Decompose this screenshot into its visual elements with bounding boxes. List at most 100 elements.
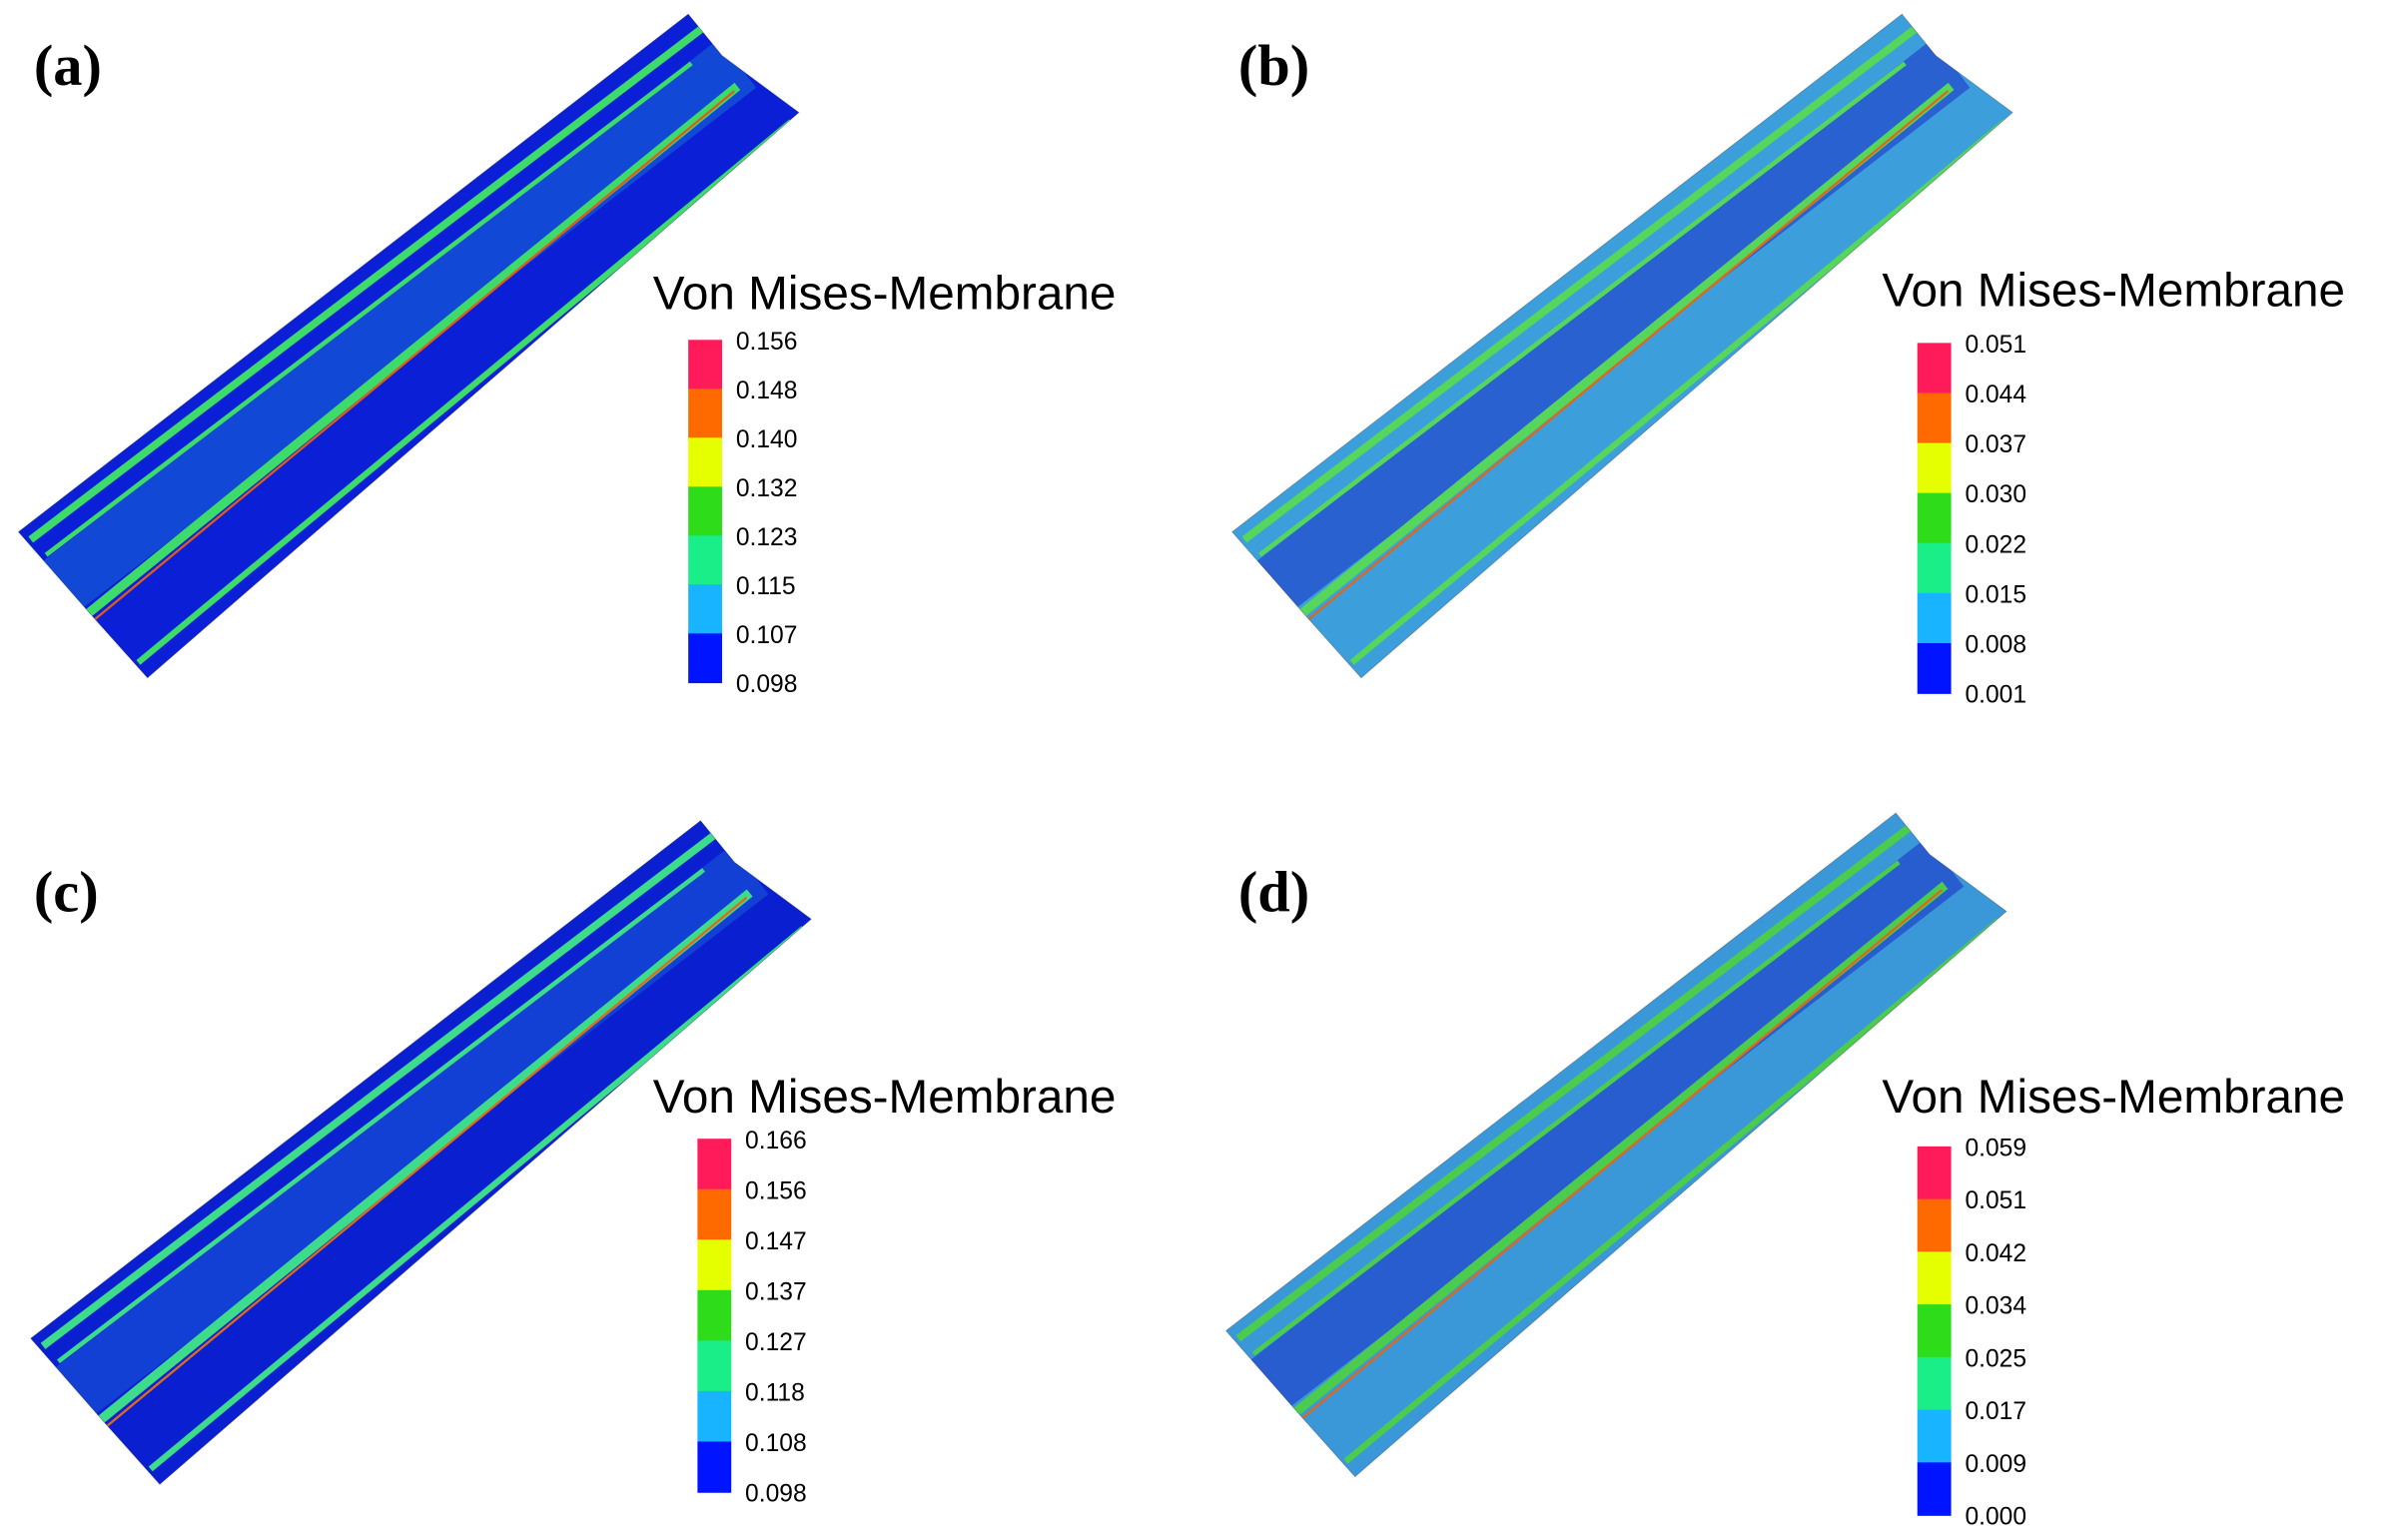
- colorbar-tick-label: 0.107: [736, 622, 798, 649]
- colorbar-tick-label: 0.034: [1965, 1293, 2026, 1320]
- surface-stripe: [1294, 82, 1955, 620]
- colorbar-tick-label: 0.059: [1965, 1135, 2026, 1161]
- surface-band: [55, 845, 769, 1417]
- colorbar-segment: [1917, 1462, 1952, 1516]
- colorbar-tick-label: 0.127: [745, 1329, 807, 1356]
- surface-stripe: [1257, 61, 1907, 557]
- surface-stripe: [28, 21, 709, 543]
- colorbar-tick-label: 0.148: [736, 378, 798, 404]
- colorbar-segment: [1917, 1251, 1952, 1305]
- surface-stripe: [1349, 119, 2007, 665]
- colorbar-tick-label: 0.156: [736, 329, 798, 356]
- legend-title: Von Mises-Membrane: [653, 268, 1117, 321]
- colorbar-segment: [1917, 592, 1952, 644]
- colorbar-tick-label: 0.015: [1965, 581, 2026, 608]
- surface-stripe: [1235, 820, 1918, 1342]
- colorbar-segment: [688, 388, 722, 439]
- surface-stripe: [44, 61, 693, 557]
- colorbar-segment: [697, 1340, 732, 1392]
- legend-title: Von Mises-Membrane: [1882, 264, 2345, 317]
- colorbar-tick-label: 0.042: [1965, 1240, 2026, 1267]
- colorbar-segment: [688, 437, 722, 488]
- colorbar-tick-label: 0.044: [1965, 382, 2026, 408]
- surface-hot: [1301, 90, 1950, 625]
- surface-stripe: [1241, 21, 1924, 543]
- surface-pattern: [1235, 820, 2001, 1464]
- surface-stripe: [40, 828, 722, 1349]
- colorbar-tick-label: 0.051: [1965, 332, 2026, 359]
- colorbar-tick-label: 0.156: [745, 1177, 807, 1204]
- surface-stripe: [57, 868, 705, 1364]
- colorbar-tick-label: 0.123: [736, 524, 798, 551]
- colorbar-segment: [1917, 442, 1952, 494]
- colorbar-tick-label: 0.098: [745, 1481, 807, 1508]
- colorbar-tick-label: 0.008: [1965, 632, 2026, 659]
- surface-hot: [88, 90, 736, 625]
- colorbar-segment: [697, 1390, 732, 1443]
- colorbar-tick-label: 0.098: [736, 671, 798, 698]
- surface-pattern: [28, 21, 794, 665]
- colorbar-segment: [1917, 492, 1952, 544]
- colorbar-tick-label: 0.025: [1965, 1345, 2026, 1372]
- colorbar-tick-label: 0.001: [1965, 682, 2026, 709]
- surface-stripe: [1251, 860, 1901, 1356]
- surface-stripe: [148, 926, 806, 1472]
- colorbar-tick-label: 0.132: [736, 475, 798, 502]
- colorbar-segment: [697, 1441, 732, 1493]
- colorbar-segment: [697, 1188, 732, 1241]
- colorbar-segment: [1917, 1146, 1952, 1200]
- colorbar-tick-label: 0.137: [745, 1278, 807, 1305]
- colorbar-tick-label: 0.030: [1965, 481, 2026, 508]
- colorbar-segment: [1917, 1356, 1952, 1411]
- panel-label: (c): [34, 860, 99, 925]
- colorbar-segment: [697, 1139, 732, 1190]
- surface-outline: [17, 13, 800, 679]
- panel-label: (b): [1238, 33, 1309, 98]
- colorbar-tick-label: 0.115: [736, 573, 796, 600]
- surface-band: [1249, 837, 1965, 1409]
- surface-outline: [1231, 13, 2013, 679]
- colorbar-segment: [688, 340, 722, 390]
- colorbar-segment: [688, 633, 722, 684]
- surface-outline: [1224, 812, 2007, 1478]
- colorbar-segment: [1917, 1198, 1952, 1253]
- colorbar-segment: [1917, 392, 1952, 444]
- colorbar-tick-label: 0.037: [1965, 431, 2026, 458]
- colorbar-segment: [697, 1289, 732, 1342]
- colorbar-segment: [1917, 343, 1952, 394]
- panel: [1231, 13, 2013, 679]
- colorbar-tick-label: 0.000: [1965, 1504, 2026, 1531]
- surface-stripe: [1343, 918, 2001, 1464]
- colorbar-tick-label: 0.017: [1965, 1398, 2026, 1425]
- panel-label: (a): [34, 33, 102, 98]
- surface-hot: [100, 896, 748, 1432]
- colorbar-tick-label: 0.166: [745, 1128, 807, 1155]
- surface-pattern: [1241, 21, 2007, 665]
- colorbar-segment: [1917, 1304, 1952, 1358]
- surface-stripe: [81, 82, 741, 620]
- colorbar-segment: [1917, 542, 1952, 594]
- surface-pattern: [40, 828, 806, 1472]
- surface-band: [1255, 39, 1971, 610]
- panel: [1224, 812, 2007, 1478]
- legend-title: Von Mises-Membrane: [1882, 1071, 2345, 1124]
- colorbar-tick-label: 0.051: [1965, 1187, 2026, 1214]
- panel: [17, 13, 800, 679]
- colorbar-tick-label: 0.140: [736, 426, 798, 453]
- surface-stripe: [136, 119, 794, 665]
- surface-outline: [30, 820, 812, 1485]
- colorbar-segment: [1917, 1409, 1952, 1464]
- colorbar-tick-label: 0.147: [745, 1228, 807, 1255]
- colorbar-segment: [688, 535, 722, 586]
- colorbar-tick-label: 0.118: [745, 1379, 805, 1406]
- colorbar-segment: [688, 486, 722, 537]
- colorbar-tick-label: 0.108: [745, 1430, 807, 1457]
- surface-stripe: [1288, 881, 1949, 1419]
- colorbar-tick-label: 0.009: [1965, 1451, 2026, 1478]
- colorbar-segment: [697, 1239, 732, 1291]
- surface-stripe: [94, 889, 753, 1427]
- surface-hot: [1295, 889, 1944, 1424]
- colorbar-segment: [688, 584, 722, 635]
- panel-label: (d): [1238, 860, 1309, 925]
